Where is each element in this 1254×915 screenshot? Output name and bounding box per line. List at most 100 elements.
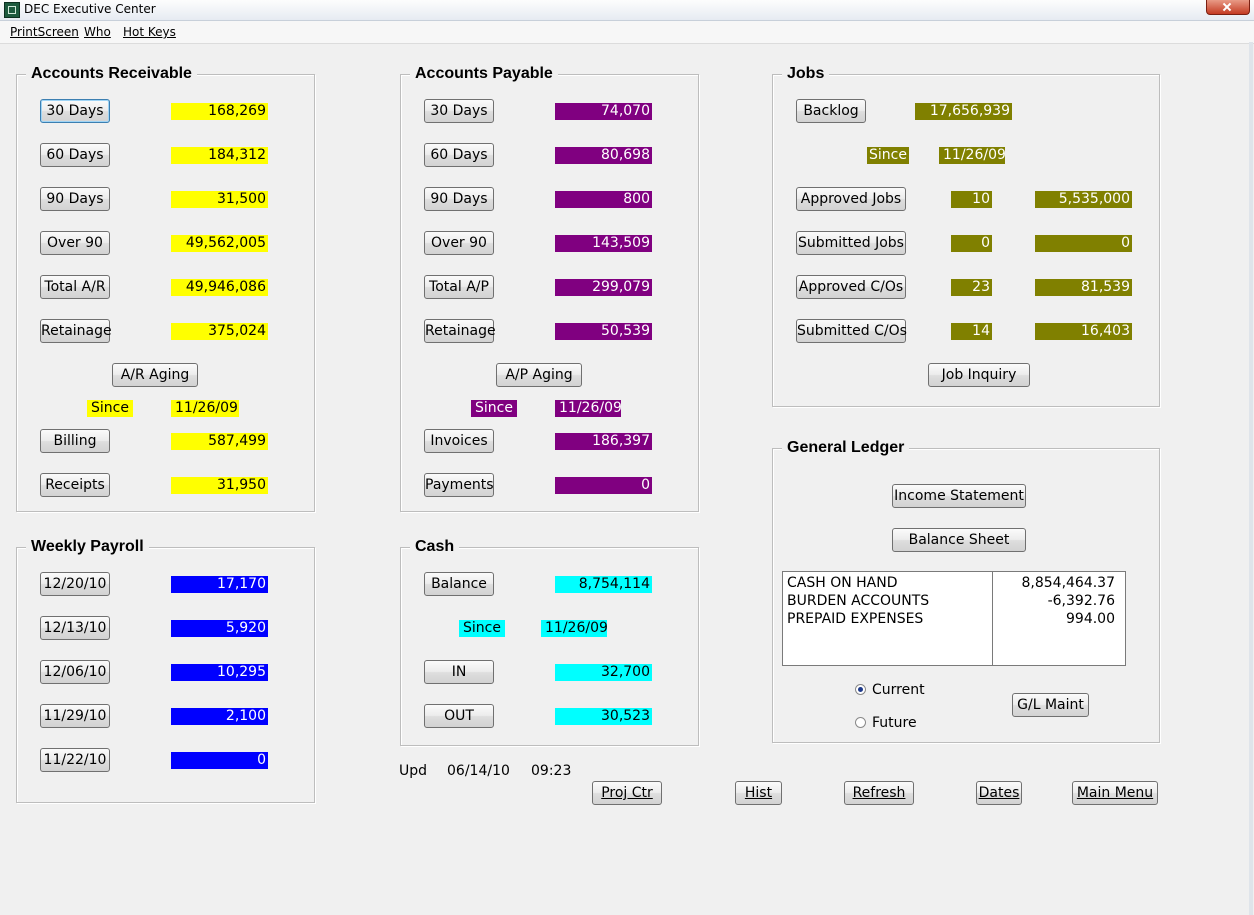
ap-30-days-value: 74,070 bbox=[555, 103, 652, 120]
ap-30-days-button[interactable]: 30 Days bbox=[424, 99, 494, 123]
payroll-week-5-button[interactable]: 11/22/10 bbox=[40, 748, 110, 772]
radio-button-icon[interactable] bbox=[855, 684, 866, 695]
menu-who[interactable]: Who bbox=[84, 25, 111, 39]
ap-over-90-button[interactable]: Over 90 bbox=[424, 231, 494, 255]
cash-since-label: Since bbox=[459, 620, 505, 637]
cash-since-date: 11/26/09 bbox=[541, 620, 608, 637]
job-inquiry-button[interactable]: Job Inquiry bbox=[928, 363, 1030, 387]
approved-jobs-count: 10 bbox=[951, 191, 992, 208]
approved-cos-amount: 81,539 bbox=[1035, 279, 1132, 296]
cash-balance-value: 8,754,114 bbox=[555, 576, 652, 593]
radio-button-icon[interactable] bbox=[855, 717, 866, 728]
ar-total-value: 49,946,086 bbox=[171, 279, 268, 296]
ar-60-days-button[interactable]: 60 Days bbox=[40, 143, 110, 167]
ap-since-label: Since bbox=[471, 400, 517, 417]
payroll-week-5-value: 0 bbox=[171, 752, 268, 769]
ap-aging-button[interactable]: A/P Aging bbox=[496, 363, 582, 387]
accounts-payable-group: Accounts Payable bbox=[400, 65, 699, 512]
ar-since-date: 11/26/09 bbox=[171, 400, 239, 417]
general-ledger-title: General Ledger bbox=[782, 439, 910, 457]
ap-total-button[interactable]: Total A/P bbox=[424, 275, 494, 299]
submitted-cos-count: 14 bbox=[951, 323, 992, 340]
jobs-backlog-button[interactable]: Backlog bbox=[796, 99, 866, 123]
window-title: DEC Executive Center bbox=[24, 2, 156, 16]
income-statement-button[interactable]: Income Statement bbox=[892, 484, 1026, 508]
ar-aging-button[interactable]: A/R Aging bbox=[112, 363, 198, 387]
ar-receipts-button[interactable]: Receipts bbox=[40, 473, 110, 497]
gl-accounts-list[interactable]: CASH ON HAND 8,854,464.37 BURDEN ACCOUNT… bbox=[782, 571, 1126, 666]
ap-retainage-value: 50,539 bbox=[555, 323, 652, 340]
ap-since-date: 11/26/09 bbox=[555, 400, 622, 417]
ar-30-days-value: 168,269 bbox=[171, 103, 268, 120]
ar-total-button[interactable]: Total A/R bbox=[40, 275, 110, 299]
upd-label: Upd bbox=[399, 763, 428, 779]
proj-ctr-button[interactable]: Proj Ctr bbox=[592, 781, 662, 805]
submitted-jobs-count: 0 bbox=[951, 235, 992, 252]
gl-account-amount: 8,854,464.37 bbox=[1021, 575, 1115, 591]
ar-over-90-button[interactable]: Over 90 bbox=[40, 231, 110, 255]
ap-invoices-value: 186,397 bbox=[555, 433, 652, 450]
ar-retainage-value: 375,024 bbox=[171, 323, 268, 340]
payroll-week-4-button[interactable]: 11/29/10 bbox=[40, 704, 110, 728]
ar-retainage-button[interactable]: Retainage bbox=[40, 319, 112, 343]
main-menu-label: Main Menu bbox=[1076, 785, 1154, 801]
future-radio-label: Future bbox=[872, 715, 917, 731]
ar-billing-button[interactable]: Billing bbox=[40, 429, 110, 453]
dates-button[interactable]: Dates bbox=[976, 781, 1022, 805]
gl-column-divider bbox=[992, 572, 993, 665]
ap-retainage-button[interactable]: Retainage bbox=[424, 319, 496, 343]
refresh-button[interactable]: Refresh bbox=[844, 781, 914, 805]
cash-in-value: 32,700 bbox=[555, 664, 652, 681]
weekly-payroll-group: Weekly Payroll bbox=[16, 538, 315, 803]
submitted-jobs-button[interactable]: Submitted Jobs bbox=[796, 231, 906, 255]
ap-60-days-button[interactable]: 60 Days bbox=[424, 143, 494, 167]
jobs-group: Jobs bbox=[772, 65, 1160, 407]
general-ledger-group: General Ledger bbox=[772, 439, 1160, 743]
balance-sheet-button[interactable]: Balance Sheet bbox=[892, 528, 1026, 552]
approved-jobs-amount: 5,535,000 bbox=[1035, 191, 1132, 208]
ar-60-days-value: 184,312 bbox=[171, 147, 268, 164]
gl-maint-button[interactable]: G/L Maint bbox=[1012, 693, 1089, 717]
ap-payments-value: 0 bbox=[555, 477, 652, 494]
cash-out-button[interactable]: OUT bbox=[424, 704, 494, 728]
submitted-cos-button[interactable]: Submitted C/Os bbox=[796, 319, 907, 343]
menu-printscreen[interactable]: PrintScreen bbox=[10, 25, 79, 39]
menu-hot-keys[interactable]: Hot Keys bbox=[123, 25, 176, 39]
ar-30-days-button[interactable]: 30 Days bbox=[40, 99, 110, 123]
payroll-week-1-button[interactable]: 12/20/10 bbox=[40, 572, 110, 596]
payroll-week-3-button[interactable]: 12/06/10 bbox=[40, 660, 110, 684]
hist-button[interactable]: Hist bbox=[735, 781, 782, 805]
ar-90-days-button[interactable]: 90 Days bbox=[40, 187, 110, 211]
payroll-week-2-button[interactable]: 12/13/10 bbox=[40, 616, 110, 640]
cash-group: Cash bbox=[400, 538, 699, 746]
accounts-payable-title: Accounts Payable bbox=[410, 65, 558, 83]
ap-60-days-value: 80,698 bbox=[555, 147, 652, 164]
ar-over-90-value: 49,562,005 bbox=[171, 235, 268, 252]
menu-bar: PrintScreen Who Hot Keys bbox=[0, 21, 1254, 44]
window-frame-right bbox=[1249, 42, 1253, 915]
ap-invoices-button[interactable]: Invoices bbox=[424, 429, 494, 453]
main-menu-button[interactable]: Main Menu bbox=[1072, 781, 1158, 805]
close-icon[interactable] bbox=[1206, 0, 1250, 15]
upd-date: 06/14/10 bbox=[447, 763, 510, 779]
accounts-receivable-group: Accounts Receivable bbox=[16, 65, 315, 512]
approved-jobs-button[interactable]: Approved Jobs bbox=[796, 187, 906, 211]
cash-title: Cash bbox=[410, 538, 460, 556]
jobs-since-date: 11/26/09 bbox=[939, 147, 1006, 164]
gl-account-name: CASH ON HAND bbox=[787, 575, 898, 591]
dates-label: Dates bbox=[978, 785, 1020, 801]
ap-over-90-value: 143,509 bbox=[555, 235, 652, 252]
ap-90-days-button[interactable]: 90 Days bbox=[424, 187, 494, 211]
hist-label: Hist bbox=[744, 785, 773, 801]
approved-cos-button[interactable]: Approved C/Os bbox=[796, 275, 906, 299]
cash-in-button[interactable]: IN bbox=[424, 660, 494, 684]
jobs-backlog-value: 17,656,939 bbox=[915, 103, 1012, 120]
gl-account-name: PREPAID EXPENSES bbox=[787, 611, 924, 627]
refresh-label: Refresh bbox=[852, 785, 906, 801]
submitted-cos-amount: 16,403 bbox=[1035, 323, 1132, 340]
cash-balance-button[interactable]: Balance bbox=[424, 572, 494, 596]
ar-90-days-value: 31,500 bbox=[171, 191, 268, 208]
payroll-week-3-value: 10,295 bbox=[171, 664, 268, 681]
ap-payments-button[interactable]: Payments bbox=[424, 473, 494, 497]
gl-account-name: BURDEN ACCOUNTS bbox=[787, 593, 930, 609]
